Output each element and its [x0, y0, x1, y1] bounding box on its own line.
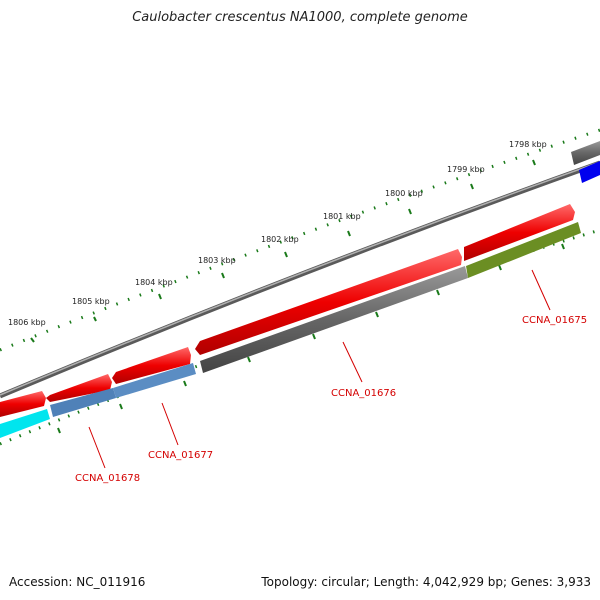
page-title: Caulobacter crescentus NA1000, complete … — [132, 10, 468, 25]
ruler-label: 1806 kbp — [8, 318, 46, 327]
ruler-label: 1804 kbp — [135, 278, 173, 287]
inner-ruler — [0, 228, 600, 446]
ruler-label: 1805 kbp — [72, 297, 110, 306]
reverse-strand — [0, 222, 581, 438]
outer-major-ticks — [30, 159, 536, 343]
gene-feature-cyan[interactable] — [0, 409, 50, 438]
gene-feature[interactable] — [112, 347, 191, 384]
label-leaders — [88, 269, 551, 469]
forward-strand — [0, 204, 575, 417]
gene-feature-steelblue[interactable] — [50, 388, 116, 417]
genome-backbone-highlight — [0, 161, 600, 396]
ruler-label: 1801 kbp — [323, 212, 361, 221]
gene-feature-blue[interactable] — [579, 161, 600, 183]
gene-label[interactable]: CCNA_01676 — [331, 388, 396, 399]
gene-label[interactable]: CCNA_01675 — [522, 315, 587, 326]
outer-ruler — [0, 128, 600, 352]
ruler-label: 1802 kbp — [261, 235, 299, 244]
gene-feature-grey[interactable] — [571, 141, 600, 165]
accession-text: Accession: NC_011916 — [9, 575, 146, 589]
ruler-label: 1800 kbp — [385, 189, 423, 198]
gene-feature-olive[interactable] — [466, 222, 581, 278]
gene-feature[interactable] — [46, 374, 112, 402]
gene-feature[interactable] — [464, 204, 575, 261]
gene-label[interactable]: CCNA_01678 — [75, 473, 140, 484]
gene-label[interactable]: CCNA_01677 — [148, 450, 213, 461]
inner-major-ticks — [57, 243, 565, 434]
gene-feature-grey[interactable] — [200, 266, 468, 373]
ruler-label: 1799 kbp — [447, 165, 485, 174]
genome-summary: Topology: circular; Length: 4,042,929 bp… — [261, 575, 591, 589]
ruler-label: 1798 kbp — [509, 140, 547, 149]
gene-feature-steelblue[interactable] — [113, 363, 196, 398]
gene-feature[interactable] — [195, 249, 462, 355]
genome-backbone — [0, 160, 600, 399]
gene-labels: CCNA_01675 CCNA_01676 CCNA_01677 CCNA_01… — [75, 315, 587, 484]
ruler-labels: 1798 kbp 1799 kbp 1800 kbp 1801 kbp 1802… — [8, 140, 547, 327]
ruler-label: 1803 kbp — [198, 256, 236, 265]
gene-feature[interactable] — [0, 391, 46, 417]
